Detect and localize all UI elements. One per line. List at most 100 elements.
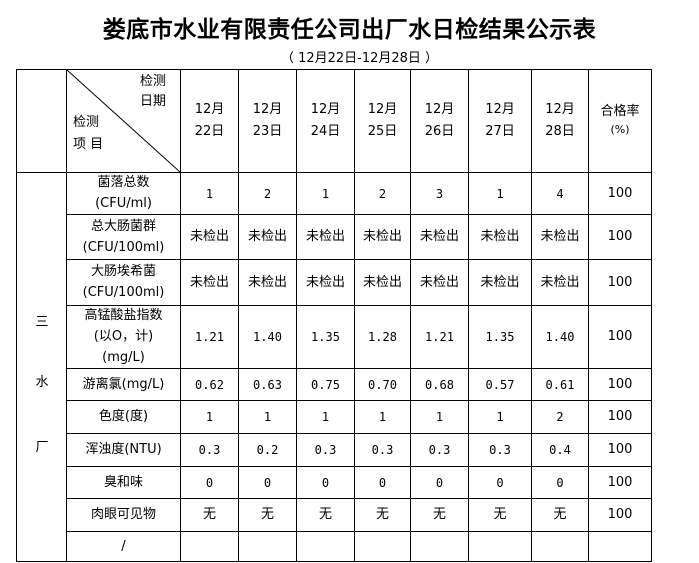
date-header-cell: 12月 27日: [468, 69, 532, 173]
pass-rate-cell: 100: [588, 400, 652, 434]
item-name: 浑浊度(NTU): [85, 442, 162, 457]
value-cell: 1: [238, 400, 297, 434]
value-cell: 未检出: [468, 214, 532, 260]
value-cell: 未检出: [468, 259, 532, 306]
value-cell: 1.21: [410, 305, 469, 369]
value-cell: 未检出: [354, 214, 411, 260]
item-name-cell: 浑浊度(NTU): [66, 433, 181, 467]
value-cell: 1.28: [354, 305, 411, 369]
value-cell: 0.2: [238, 433, 297, 467]
value-cell: [410, 531, 469, 562]
date-day: 25日: [367, 124, 398, 139]
diagonal-line: [67, 70, 180, 172]
item-name-cell: /: [66, 531, 181, 562]
item-name: 色度(度): [98, 409, 149, 424]
date-day: 27日: [485, 124, 515, 139]
item-name-cell: 菌落总数 (CFU/ml): [66, 172, 181, 215]
value-cell: 2: [354, 172, 411, 215]
pass-rate-cell: 100: [588, 433, 652, 467]
rate-header-cell: 合格率 (%): [588, 69, 652, 173]
table-row: 肉眼可见物无无无无无无无 100: [17, 498, 652, 532]
pass-rate-cell: 100: [588, 498, 652, 532]
value-cell: 0.70: [354, 368, 411, 401]
date-label: 检测: [139, 74, 166, 89]
plant-header-cell: [16, 69, 67, 173]
plant-name-char: 厂: [35, 440, 49, 455]
value-cell: 2: [238, 172, 297, 215]
date-day: 24日: [310, 124, 341, 139]
item-name: 臭和味: [103, 474, 143, 490]
item-name: (CFU/100ml): [82, 239, 165, 255]
table-row: 高锰酸盐指数 (以O，计) (mg/L) 1.21 1.40 1.35 1.28 1.21 1.…: [17, 305, 652, 369]
value-cell: 0: [180, 466, 239, 499]
item-name: (CFU/100ml): [82, 285, 165, 300]
value-cell: 0.3: [296, 433, 355, 467]
value-cell: [180, 531, 239, 562]
value-cell: 1: [468, 172, 532, 215]
value-cell: 1: [180, 400, 239, 434]
value-cell: 无: [410, 498, 469, 532]
value-cell: 未检出: [296, 259, 355, 306]
item-name: /: [121, 538, 126, 554]
value-cell: 1.40: [238, 305, 297, 369]
value-cell: 0: [296, 466, 355, 499]
item-name-cell: 肉眼可见物: [66, 498, 181, 532]
table-row: 大肠埃希菌 (CFU/100ml) 未检出 未检出 未检出 未检出 未检出 未检出 未检出 100: [17, 259, 652, 306]
value-cell: 0: [468, 466, 532, 499]
item-name: (CFU/ml): [95, 196, 152, 211]
item-label: 项 目: [73, 137, 104, 152]
value-cell: 1: [180, 172, 239, 215]
value-cell: 0.3: [354, 433, 411, 467]
date-month: 12月: [545, 102, 575, 117]
value-cell: 1: [296, 400, 355, 434]
value-cell: 未检出: [296, 214, 355, 260]
date-day: 23日: [252, 124, 283, 139]
value-cell: 0.3: [410, 433, 469, 467]
item-name-cell: 臭和味: [66, 466, 181, 499]
value-cell: [531, 531, 589, 562]
value-cell: 4: [531, 172, 589, 215]
value-cell: 0.75: [296, 368, 355, 401]
pass-rate-cell: [588, 531, 652, 562]
plant-name-char: 水: [35, 375, 49, 390]
value-cell: 1.21: [180, 305, 239, 369]
value-cell: [296, 531, 355, 562]
item-name: 游离氯(mg/L): [82, 376, 165, 392]
item-name: 肉眼可见物: [90, 507, 156, 522]
date-header-cell: 12月 22日: [180, 69, 239, 173]
pass-rate-cell: 100: [588, 214, 652, 260]
table-row: 色度(度) 1 1 1 1 1 1 2 100: [17, 400, 652, 434]
value-cell: [354, 531, 411, 562]
value-cell: 0.3: [180, 433, 239, 467]
date-range: （ 12月22日-12月28日 ）: [280, 51, 439, 66]
date-month: 12月: [367, 102, 398, 117]
plant-name-char: 三: [35, 315, 49, 330]
value-cell: 0: [354, 466, 411, 499]
value-cell: 0.68: [410, 368, 469, 401]
item-name-cell: 游离氯(mg/L): [66, 368, 181, 401]
value-cell: 0.57: [468, 368, 532, 401]
item-name: 大肠埃希菌: [90, 264, 156, 279]
pass-rate-cell: 100: [588, 466, 652, 499]
date-month: 12月: [310, 102, 341, 117]
value-cell: 1.35: [296, 305, 355, 369]
value-cell: 1: [354, 400, 411, 434]
value-cell: 0: [410, 466, 469, 499]
pass-rate-cell: 100: [588, 259, 652, 306]
item-name-cell: 高锰酸盐指数 (以O，计) (mg/L): [66, 305, 181, 369]
value-cell: 0.3: [468, 433, 532, 467]
rate-label: 合格率: [600, 104, 640, 119]
date-day: 28日: [545, 124, 575, 139]
table-row: 浑浊度(NTU) 0.3 0.2 0.3 0.3 0.3 0.3 0.4 100: [17, 433, 652, 467]
value-cell: 未检出: [410, 214, 469, 260]
item-name: 高锰酸盐指数: [84, 308, 163, 323]
diagonal-header-cell: 检测 日期 检测项 目: [66, 69, 181, 173]
item-name: (mg/L): [102, 350, 145, 365]
value-cell: 1.40: [531, 305, 589, 369]
date-month: 12月: [424, 102, 455, 117]
value-cell: 未检出: [180, 214, 239, 260]
value-cell: 未检出: [238, 259, 297, 306]
value-cell: 1.35: [468, 305, 532, 369]
item-label: 检测: [73, 115, 100, 130]
table-row: /: [17, 531, 652, 562]
